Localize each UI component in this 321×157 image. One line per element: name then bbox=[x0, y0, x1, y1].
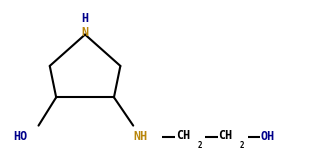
Text: 2: 2 bbox=[198, 141, 202, 150]
Text: N: N bbox=[82, 27, 89, 39]
Text: H: H bbox=[82, 12, 89, 24]
Text: 2: 2 bbox=[240, 141, 245, 150]
Text: NH: NH bbox=[133, 130, 147, 143]
Text: HO: HO bbox=[13, 130, 27, 143]
Text: CH: CH bbox=[218, 129, 232, 141]
Text: CH: CH bbox=[176, 129, 190, 141]
Text: OH: OH bbox=[261, 130, 275, 143]
